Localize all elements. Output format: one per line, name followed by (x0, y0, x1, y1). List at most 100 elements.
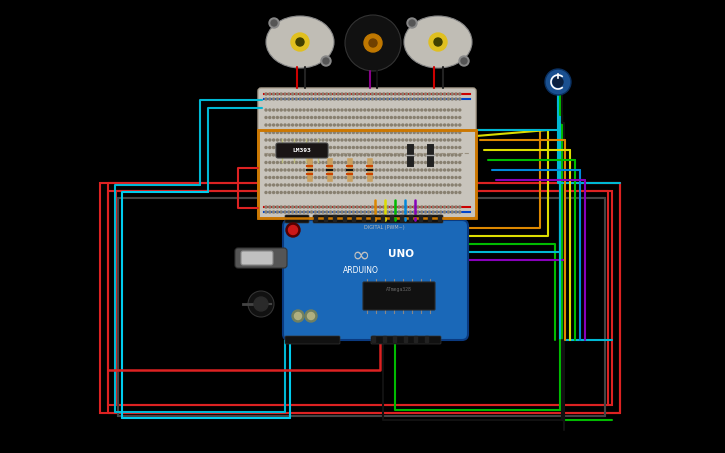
Circle shape (413, 177, 415, 178)
Circle shape (447, 139, 450, 141)
Circle shape (326, 116, 328, 119)
Circle shape (248, 291, 274, 317)
Circle shape (371, 192, 373, 193)
Circle shape (345, 109, 347, 111)
Circle shape (291, 131, 294, 134)
Circle shape (383, 177, 385, 178)
Circle shape (330, 124, 331, 126)
Circle shape (451, 139, 453, 141)
Circle shape (307, 206, 309, 208)
Circle shape (379, 169, 381, 171)
Circle shape (299, 131, 301, 134)
Circle shape (310, 211, 312, 213)
Circle shape (444, 184, 446, 186)
Circle shape (360, 211, 362, 213)
Circle shape (288, 93, 290, 95)
Circle shape (326, 109, 328, 111)
Circle shape (436, 206, 438, 208)
Circle shape (269, 109, 271, 111)
Circle shape (451, 177, 453, 178)
Circle shape (432, 162, 434, 164)
Circle shape (451, 154, 453, 156)
Circle shape (405, 131, 407, 134)
Circle shape (402, 93, 404, 95)
FancyBboxPatch shape (363, 282, 435, 310)
Circle shape (269, 162, 271, 164)
Circle shape (364, 192, 366, 193)
Circle shape (288, 211, 290, 213)
Circle shape (284, 192, 286, 193)
Circle shape (318, 184, 320, 186)
Circle shape (291, 162, 294, 164)
Circle shape (341, 146, 343, 149)
Circle shape (447, 124, 450, 126)
Circle shape (432, 154, 434, 156)
Circle shape (428, 162, 431, 164)
Circle shape (299, 192, 301, 193)
Circle shape (303, 98, 305, 100)
Circle shape (383, 184, 385, 186)
Circle shape (280, 139, 282, 141)
Circle shape (345, 139, 347, 141)
Circle shape (341, 162, 343, 164)
Circle shape (432, 211, 434, 213)
Circle shape (337, 162, 339, 164)
Circle shape (291, 206, 294, 208)
Circle shape (364, 109, 366, 111)
Circle shape (299, 93, 301, 95)
Circle shape (318, 154, 320, 156)
Circle shape (349, 98, 351, 100)
Circle shape (379, 192, 381, 193)
Circle shape (326, 131, 328, 134)
Circle shape (356, 124, 358, 126)
Circle shape (390, 162, 392, 164)
Circle shape (295, 169, 297, 171)
Circle shape (349, 154, 351, 156)
Circle shape (315, 93, 316, 95)
Circle shape (352, 177, 355, 178)
Circle shape (299, 211, 301, 213)
Circle shape (444, 139, 446, 141)
Circle shape (425, 131, 426, 134)
Circle shape (436, 124, 438, 126)
Circle shape (330, 154, 331, 156)
Circle shape (420, 124, 423, 126)
Circle shape (451, 162, 453, 164)
Circle shape (455, 184, 457, 186)
Bar (415, 336, 418, 342)
Circle shape (326, 184, 328, 186)
Circle shape (337, 116, 339, 119)
Bar (258, 130, 476, 218)
Circle shape (379, 131, 381, 134)
Circle shape (390, 154, 392, 156)
Circle shape (455, 116, 457, 119)
Bar (425, 336, 428, 342)
Circle shape (288, 116, 290, 119)
Circle shape (390, 184, 392, 186)
Circle shape (330, 131, 331, 134)
Circle shape (368, 124, 370, 126)
Circle shape (326, 211, 328, 213)
Circle shape (410, 177, 411, 178)
Circle shape (299, 109, 301, 111)
Circle shape (394, 169, 396, 171)
Circle shape (371, 162, 373, 164)
Circle shape (307, 313, 315, 319)
Circle shape (334, 206, 336, 208)
Circle shape (394, 192, 396, 193)
Circle shape (280, 98, 282, 100)
Circle shape (386, 146, 389, 149)
Circle shape (299, 177, 301, 178)
Circle shape (341, 154, 343, 156)
Circle shape (280, 124, 282, 126)
Circle shape (368, 184, 370, 186)
Circle shape (376, 98, 377, 100)
Circle shape (407, 18, 417, 28)
Circle shape (330, 177, 331, 178)
Circle shape (303, 116, 305, 119)
Circle shape (326, 146, 328, 149)
Circle shape (360, 154, 362, 156)
Circle shape (307, 177, 309, 178)
Circle shape (413, 139, 415, 141)
Circle shape (461, 58, 467, 64)
